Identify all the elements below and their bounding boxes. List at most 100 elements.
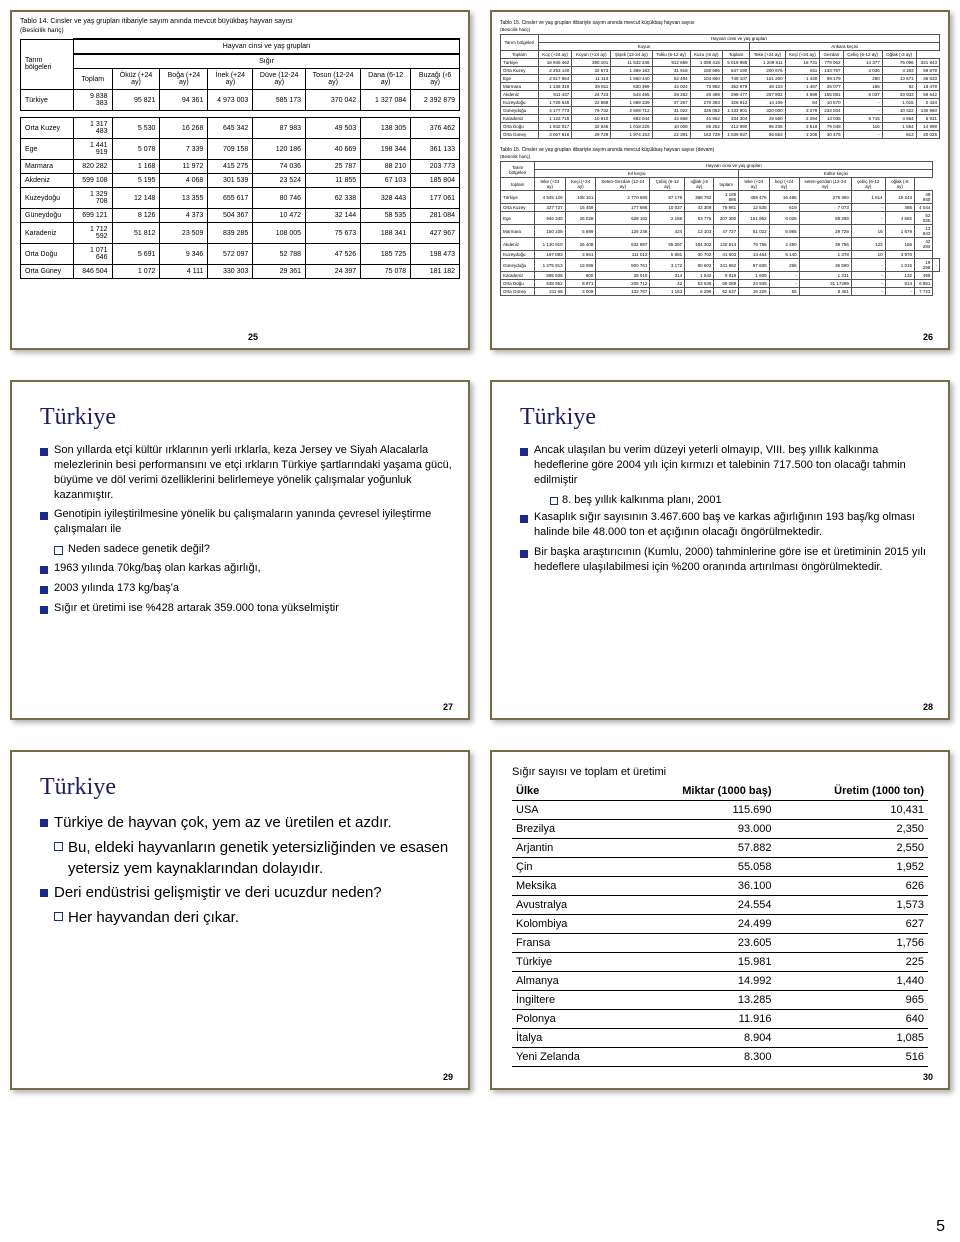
cell: 10 037 [650, 204, 685, 212]
row-label: Türkiye [21, 90, 74, 111]
cell: 314 [650, 272, 685, 280]
cell: 699 121 [74, 209, 113, 223]
cell: 104 860 [690, 75, 722, 83]
sub-bullet: Her hayvandan deri çıkar. [40, 908, 452, 928]
cell: 42 024 [652, 83, 690, 91]
sub-kultur: Kültür keçisi [739, 170, 933, 178]
cell: 330 303 [208, 265, 253, 279]
table-row: Orta Doğu1 071 6465 6919 346572 09752 78… [21, 244, 460, 265]
cell: 24 945 [739, 280, 770, 288]
col-amount: Miktar (1000 baş) [624, 782, 776, 801]
cell: 12 535 [739, 204, 770, 212]
cell: 388 792 [685, 191, 714, 204]
column-header: Dana (6-12 ay) [361, 69, 411, 90]
cell: 10 472 [253, 209, 306, 223]
production-cell: 640 [775, 1010, 928, 1029]
cell: 31 918 [652, 67, 690, 75]
cell: 80 746 [253, 188, 306, 209]
country-cell: Yeni Zelanda [512, 1048, 624, 1067]
cell: 31 17289 [799, 280, 851, 288]
cell: 900 [565, 272, 596, 280]
cell: 912 658 [652, 59, 690, 67]
table-row: İtalya8.9041,085 [512, 1029, 928, 1048]
cell: 352 979 [722, 83, 749, 91]
cell: 11 113 [572, 75, 611, 83]
cell: 14 377 [843, 59, 882, 67]
cell: 75 078 [361, 265, 411, 279]
cell: 211 68 [535, 288, 566, 296]
cell: 122 [851, 238, 885, 251]
row-label: Karadeniz [21, 223, 74, 244]
cell: 198 344 [361, 139, 411, 160]
cell: 55 397 [650, 238, 685, 251]
table-row: Orta Güney3 067 81629 7291 974 15322 391… [501, 131, 940, 139]
cell: 4 177 773 [538, 107, 572, 115]
cell: 47 727 [714, 225, 739, 238]
group-heading: Hayvan cinsi ve yaş grupları [74, 39, 460, 54]
cell: 39 756 [799, 238, 851, 251]
cell: 58 542 [916, 91, 939, 99]
country-cell: Avustralya [512, 896, 624, 915]
cell: 95 235 [750, 123, 785, 131]
cell: 23 509 [160, 223, 208, 244]
cell: 58 535 [361, 209, 411, 223]
cell: - [851, 212, 885, 225]
column-header: Toplam [501, 51, 539, 59]
row-label: Orta Kuzey [21, 118, 74, 139]
cell: 1 136 319 [538, 83, 572, 91]
slide-title: Türkiye [12, 382, 468, 439]
cell: 59 089 [714, 280, 739, 288]
cell: 595 938 [535, 272, 566, 280]
table-row: Fransa23.6051,756 [512, 934, 928, 953]
cell: 9 346 [160, 244, 208, 265]
cell: 370 042 [306, 90, 361, 111]
cell: 5 078 [112, 139, 160, 160]
cell: 3 518 [785, 123, 820, 131]
cell: 9 838 383 [74, 90, 113, 111]
cell: 49 940 [914, 191, 932, 204]
bullet: 2003 yılında 173 kg/baş'a [40, 581, 452, 596]
cell: 7 723 [914, 288, 932, 296]
cell: 16 228 [739, 288, 770, 296]
slide30-table-wrap: Sığır sayısı ve toplam et üretimi Ülke M… [492, 752, 948, 1081]
cell: 10 [851, 251, 885, 259]
cell: 2 392 879 [411, 90, 460, 111]
column-header: Çebiç (6-12 ay) [843, 51, 882, 59]
cell: 29 361 [253, 265, 306, 279]
cell: 485 [885, 204, 914, 212]
cell: 13 671 [882, 75, 916, 83]
country-cell: Kolombiya [512, 915, 624, 934]
bullet: Genotipin iyileştirilmesine yönelik bu ç… [40, 507, 452, 537]
cell: 13 843 [914, 225, 932, 238]
table-row: Orta Kuzey1 317 4835 53016 268645 34287 … [21, 118, 460, 139]
cell: 85 252 [690, 123, 722, 131]
cell: 28 811 [572, 83, 611, 91]
cell: 2 770 690 [596, 191, 650, 204]
column-header: Tosun (12-24 ay) [306, 69, 361, 90]
column-header: oğlak (‹6 ay) [885, 178, 914, 191]
cell: 538 952 [535, 280, 566, 288]
t26a-title: Tablo 15. Cinsler ve yaş grupları itibar… [500, 20, 940, 26]
cell: 33 933 [882, 91, 916, 99]
amount-cell: 115.690 [624, 801, 776, 820]
cell: 811 [785, 67, 820, 75]
bullet: Bir başka araştırıcının (Kumlu, 2000) ta… [520, 545, 932, 575]
table-row: Orta Güney211 683 009132 7671 1536 29662… [501, 288, 940, 296]
amount-cell: 8.904 [624, 1029, 776, 1048]
cell: 51 812 [112, 223, 160, 244]
cell: 1 015 [882, 99, 916, 107]
cell: 1 039 937 [722, 131, 749, 139]
cell: 132 767 [596, 288, 650, 296]
cell: 415 275 [208, 160, 253, 174]
cell: 184 302 [685, 238, 714, 251]
cell: 49 503 [306, 118, 361, 139]
cell: 814 [885, 280, 914, 288]
cell: 75 096 [882, 59, 916, 67]
cell: 19 298 [914, 259, 932, 272]
row-label: Marmara [501, 225, 535, 238]
cell: 132 [885, 272, 914, 280]
cell: 40 669 [306, 139, 361, 160]
cell: 116 [843, 123, 882, 131]
cell: - [851, 272, 885, 280]
cell: 328 443 [361, 188, 411, 209]
